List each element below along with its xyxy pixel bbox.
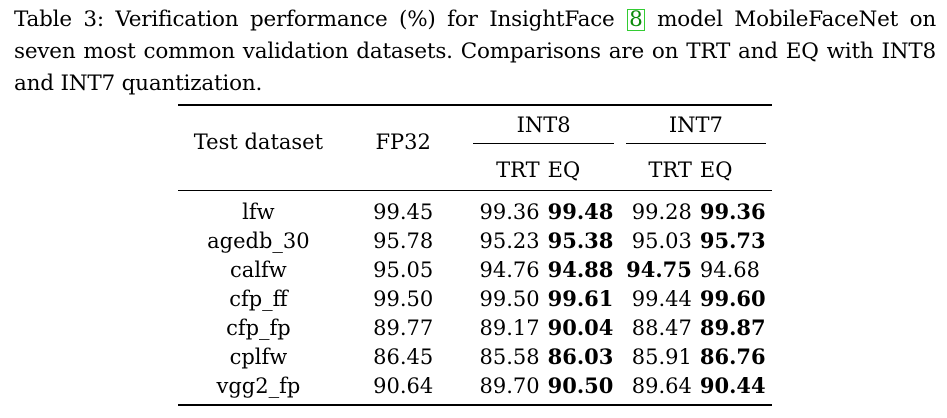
table-row: vgg2_fp 90.64 89.70 90.50 89.64 90.44 bbox=[178, 371, 772, 406]
cell-int7-eq: 94.68 bbox=[699, 257, 760, 282]
cell-dataset: vgg2_fp bbox=[178, 371, 339, 406]
cell-int7-eq: 99.36 bbox=[695, 190, 772, 226]
header-group2-trt: TRT bbox=[648, 158, 692, 182]
cell-int8-eq: 90.04 bbox=[547, 315, 614, 340]
table-body: lfw 99.45 99.36 99.48 99.28 99.36 agedb_30 95.7… bbox=[178, 190, 772, 406]
cell-fp32: 99.45 bbox=[338, 190, 468, 226]
header-group2-rule bbox=[625, 143, 766, 144]
header-group2-eq: EQ bbox=[699, 158, 733, 182]
header-test-dataset: Test dataset bbox=[193, 130, 324, 154]
header-group1-eq: EQ bbox=[547, 158, 581, 182]
header-row-sub: TRT EQ TRT EQ bbox=[178, 150, 772, 191]
cell-fp32: 95.78 bbox=[373, 228, 434, 253]
cell-int8-trt: 89.17 bbox=[479, 315, 540, 340]
header-group1-label: INT8 bbox=[516, 113, 571, 137]
cell-int8-trt: 99.50 bbox=[479, 286, 540, 311]
cell-fp32: 99.50 bbox=[373, 286, 434, 311]
cell-fp32: 89.77 bbox=[373, 315, 434, 340]
cell-int8-eq: 95.38 bbox=[547, 228, 614, 253]
citation-link[interactable]: 8 bbox=[627, 7, 645, 32]
cell-int7-eq: 90.44 bbox=[695, 371, 772, 406]
cell-int7-eq: 99.60 bbox=[699, 286, 766, 311]
cell-int8-eq: 94.88 bbox=[547, 257, 614, 282]
table-row: cfp_fp 89.77 89.17 90.04 88.47 89.87 bbox=[178, 313, 772, 342]
header-fp32: FP32 bbox=[375, 130, 431, 154]
cell-int8-trt: 94.76 bbox=[479, 257, 540, 282]
cell-int8-eq: 86.03 bbox=[547, 344, 614, 369]
caption-suffix: model MobileFaceNet on seven most common… bbox=[14, 7, 936, 96]
cell-int8-trt: 89.70 bbox=[467, 371, 544, 406]
header-group1-rule bbox=[473, 143, 614, 144]
cell-int7-trt: 99.44 bbox=[631, 286, 692, 311]
table-row: agedb_30 95.78 95.23 95.38 95.03 95.73 bbox=[178, 226, 772, 255]
verification-table: Test dataset FP32 INT8 INT7 TRT EQ TRT E… bbox=[178, 104, 772, 406]
cell-int7-eq: 86.76 bbox=[699, 344, 766, 369]
header-group2: INT7 bbox=[620, 105, 772, 150]
cell-int7-trt: 85.91 bbox=[631, 344, 692, 369]
header-group1: INT8 bbox=[467, 105, 619, 150]
cell-dataset: calfw bbox=[230, 257, 287, 282]
cell-dataset: cfp_ff bbox=[229, 286, 288, 311]
table-row: cplfw 86.45 85.58 86.03 85.91 86.76 bbox=[178, 342, 772, 371]
header-group2-label: INT7 bbox=[668, 113, 723, 137]
cell-fp32: 90.64 bbox=[338, 371, 468, 406]
cell-dataset: lfw bbox=[178, 190, 339, 226]
results-table: Test dataset FP32 INT8 INT7 TRT EQ TRT E… bbox=[178, 104, 772, 406]
caption-prefix: Table 3: Verification performance (%) fo… bbox=[14, 7, 627, 32]
cell-int7-trt: 94.75 bbox=[626, 257, 692, 282]
cell-dataset: cplfw bbox=[229, 344, 288, 369]
cell-int8-eq: 90.50 bbox=[543, 371, 620, 406]
cell-int7-trt: 99.28 bbox=[619, 190, 696, 226]
table-row: lfw 99.45 99.36 99.48 99.28 99.36 bbox=[178, 190, 772, 226]
table-row: cfp_ff 99.50 99.50 99.61 99.44 99.60 bbox=[178, 284, 772, 313]
cell-int8-eq: 99.48 bbox=[543, 190, 620, 226]
cell-int7-eq: 89.87 bbox=[699, 315, 766, 340]
cell-int8-trt: 95.23 bbox=[479, 228, 540, 253]
cell-int8-trt: 85.58 bbox=[479, 344, 540, 369]
table-row: calfw 95.05 94.76 94.88 94.75 94.68 bbox=[178, 255, 772, 284]
cell-int7-trt: 95.03 bbox=[631, 228, 692, 253]
cell-int8-eq: 99.61 bbox=[547, 286, 614, 311]
header-group1-trt: TRT bbox=[496, 158, 540, 182]
cell-int8-trt: 99.36 bbox=[467, 190, 544, 226]
table-caption: Table 3: Verification performance (%) fo… bbox=[14, 4, 936, 100]
cell-dataset: agedb_30 bbox=[207, 228, 310, 253]
cell-int7-trt: 89.64 bbox=[619, 371, 696, 406]
cell-dataset: cfp_fp bbox=[226, 315, 291, 340]
cell-int7-trt: 88.47 bbox=[631, 315, 692, 340]
header-row-top: Test dataset FP32 INT8 INT7 bbox=[178, 105, 772, 154]
cell-fp32: 86.45 bbox=[373, 344, 434, 369]
cell-fp32: 95.05 bbox=[373, 257, 434, 282]
cell-int7-eq: 95.73 bbox=[699, 228, 766, 253]
